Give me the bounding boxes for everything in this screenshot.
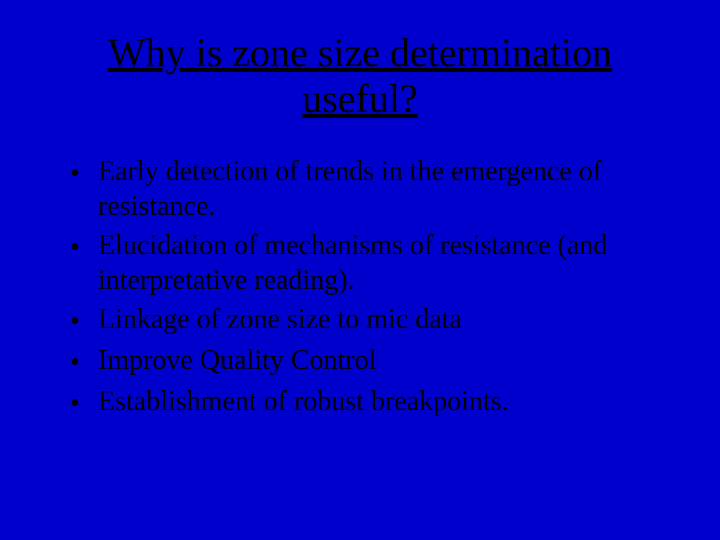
bullet-text: Improve Quality Control [98,343,660,378]
bullet-text: Linkage of zone size to mic data [98,302,660,337]
bullet-icon: • [70,302,98,339]
slide: Why is zone size determination useful? •… [0,0,720,540]
list-item: • Improve Quality Control [70,343,660,380]
bullet-icon: • [70,343,98,380]
list-item: • Early detection of trends in the emerg… [70,154,660,224]
bullet-icon: • [70,384,98,421]
bullet-icon: • [70,228,98,265]
bullet-text: Early detection of trends in the emergen… [98,154,660,224]
list-item: • Linkage of zone size to mic data [70,302,660,339]
slide-title: Why is zone size determination useful? [60,30,660,122]
bullet-list: • Early detection of trends in the emerg… [60,154,660,425]
list-item: • Establishment of robust breakpoints. [70,384,660,421]
bullet-text: Elucidation of mechanisms of resistance … [98,228,660,298]
list-item: • Elucidation of mechanisms of resistanc… [70,228,660,298]
bullet-icon: • [70,154,98,191]
bullet-text: Establishment of robust breakpoints. [98,384,660,419]
